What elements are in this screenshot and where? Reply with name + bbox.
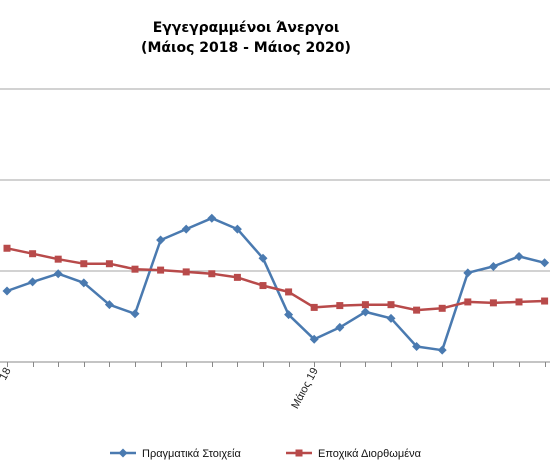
data-point-seasonal [29,250,37,258]
chart-subtitle: (Μάιος 2018 - Μάιος 2020) [141,40,351,56]
data-point-actual [2,286,12,296]
data-point-actual [488,261,498,271]
data-point-actual [412,342,422,352]
legend-item-seasonal: Εποχικά Διορθωμένα [286,448,422,460]
data-point-seasonal [80,260,88,268]
data-point-actual [335,322,345,332]
legend-label-actual: Πραγματικά Στοιχεία [142,448,241,460]
data-point-actual [207,213,217,223]
data-point-actual [130,309,140,319]
data-point-actual [258,253,268,263]
series-lines [2,213,550,355]
data-point-seasonal [285,288,293,296]
data-point-seasonal [182,268,190,276]
chart-title: Εγγεγραμμένοι Άνεργοι [153,20,340,36]
data-point-seasonal [515,298,523,306]
data-point-seasonal [105,260,113,268]
data-point-actual [28,277,38,287]
series-line-seasonal [6,247,545,312]
data-point-actual [514,251,524,261]
data-point-seasonal [233,273,241,281]
data-point-actual [156,235,166,245]
legend: Πραγματικά Στοιχεία Εποχικά Διορθωμένα [110,448,422,460]
data-point-seasonal [54,255,62,263]
data-point-actual [79,278,89,288]
data-point-actual [309,334,319,344]
data-point-actual [540,258,550,268]
x-axis-ticks [7,362,546,367]
data-point-seasonal [310,303,318,311]
legend-label-seasonal: Εποχικά Διορθωμένα [318,448,422,460]
gridlines [0,88,550,272]
data-point-actual [104,300,114,310]
data-point-seasonal [259,282,267,290]
data-point-actual [386,313,396,323]
data-point-actual [53,269,63,279]
data-point-seasonal [131,265,139,273]
legend-item-actual: Πραγματικά Στοιχεία [110,448,241,460]
data-point-seasonal [541,297,549,305]
data-point-actual [284,310,294,320]
legend-marker-diamond [118,448,128,458]
data-point-seasonal [438,304,446,312]
data-point-seasonal [336,302,344,310]
data-point-seasonal [387,301,395,309]
series-line-actual [6,216,545,352]
data-point-actual [181,224,191,234]
data-point-actual [437,345,447,355]
data-point-seasonal [464,298,472,306]
data-point-seasonal [361,301,369,309]
data-point-actual [463,268,473,278]
legend-marker-square [295,449,303,457]
data-point-seasonal [3,244,11,252]
data-point-seasonal [157,266,165,274]
data-point-actual [232,224,242,234]
data-point-seasonal [208,270,216,278]
data-point-actual [360,307,370,317]
data-point-seasonal [413,306,421,314]
data-point-seasonal [489,299,497,307]
